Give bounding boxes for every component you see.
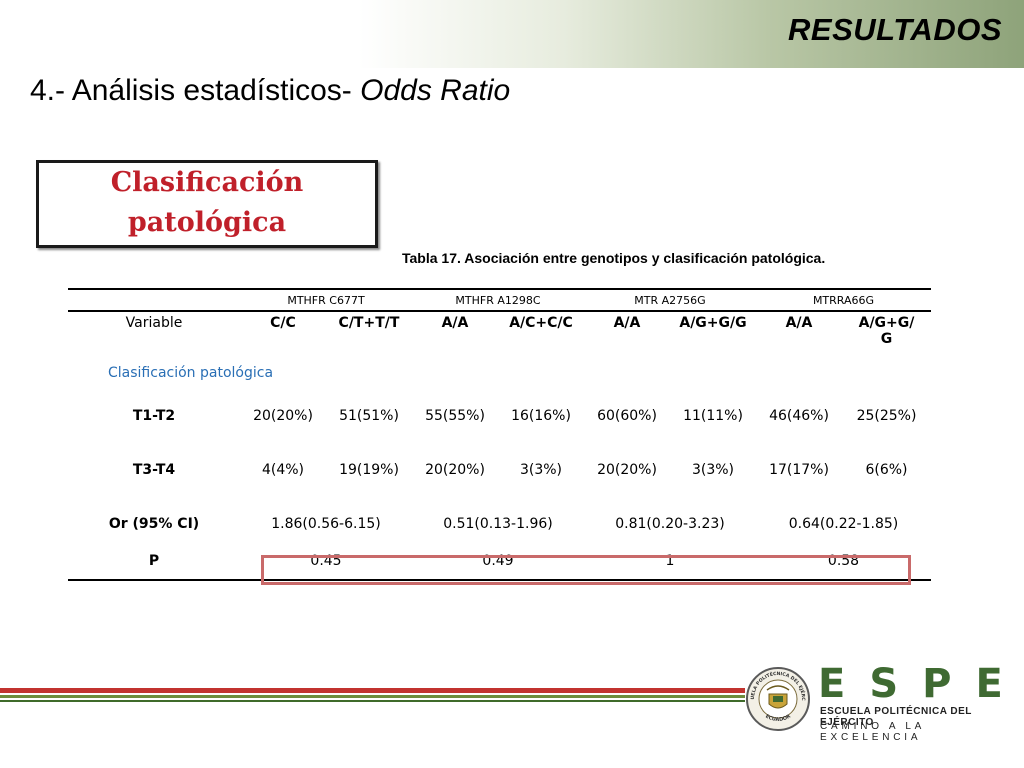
table-cell: 16(16%) <box>511 408 571 424</box>
odds-ratio-value: 0.51(0.13-1.96) <box>443 516 553 532</box>
table-cell: 20(20%) <box>425 462 485 478</box>
column-header-row: Variable C/C C/T+T/T A/A A/C+C/C A/A A/G… <box>68 311 931 365</box>
table-cell: 17(17%) <box>769 462 829 478</box>
institution-motto: CAMINO A LA EXCELENCIA <box>820 721 925 743</box>
institution-name: ESCUELA POLITÉCNICA DEL EJÉRCITO <box>820 706 972 728</box>
section-label: Clasificación patológica <box>108 365 274 381</box>
column-header: A/G+G/G <box>679 315 747 331</box>
row-label: T3-T4 <box>132 462 176 478</box>
odds-ratio-value: 0.64(0.22-1.85) <box>788 516 899 532</box>
row-label: Or (95% CI) <box>108 516 200 532</box>
table-cell: 3(3%) <box>519 462 563 478</box>
row-label: T1-T2 <box>132 408 176 424</box>
column-header: C/T+T/T <box>338 315 400 331</box>
column-header-last-line2: G <box>880 331 893 347</box>
odds-ratio-value: 0.81(0.20-3.23) <box>615 516 725 532</box>
footer-stripes <box>0 688 745 704</box>
row-label: P <box>68 551 240 581</box>
footer-stripe-red <box>0 688 745 693</box>
table-cell: 20(20%) <box>597 462 657 478</box>
table-cell: 6(6%) <box>865 462 908 478</box>
p-value-highlight-box <box>261 555 911 585</box>
column-header: A/C+C/C <box>509 315 573 331</box>
gene-header: MTR A2756G <box>584 288 756 312</box>
callout-line-1: Clasificación <box>110 167 304 198</box>
column-header: A/A <box>613 315 641 331</box>
callout-box: Clasificación patológica <box>36 160 378 248</box>
table-cell: 20(20%) <box>253 408 313 424</box>
odds-ratio-row: Or (95% CI) 1.86(0.56-6.15) 0.51(0.13-1.… <box>68 497 931 551</box>
table-cell: 3(3%) <box>691 462 735 478</box>
gene-header-row: MTHFR C677T MTHFR A1298C MTR A2756G MTRR… <box>68 288 931 312</box>
table-row: T1-T2 20(20%) 51(51%) 55(55%) 16(16%) 60… <box>68 389 931 443</box>
header-band <box>0 0 1024 68</box>
table-row: T3-T4 4(4%) 19(19%) 20(20%) 3(3%) 20(20%… <box>68 443 931 497</box>
espe-logo: ESPE <box>818 661 1024 707</box>
footer-stripe-dark-green <box>0 700 745 702</box>
table-cell: 46(46%) <box>769 408 829 424</box>
slide-title-italic: Odds Ratio <box>360 74 511 107</box>
gene-header-empty <box>68 288 240 312</box>
variable-header: Variable <box>125 315 183 331</box>
table-cell: 25(25%) <box>856 408 917 424</box>
column-header-last: A/G+G/G <box>842 311 931 365</box>
slide-title-main: 4.- Análisis estadísticos- <box>30 74 361 107</box>
column-header-last-line1: A/G+G/ <box>858 315 915 331</box>
section-title: RESULTADOS <box>788 12 1002 47</box>
gene-header: MTHFR A1298C <box>412 288 584 312</box>
institution-seal-icon: ESCUELA POLITÉCNICA DEL EJÉRCITO ECUADOR <box>745 666 810 731</box>
seal-text-bottom: ECUADOR <box>764 713 792 723</box>
table-cell: 4(4%) <box>261 462 305 478</box>
column-header: A/A <box>785 315 813 331</box>
column-header: A/A <box>441 315 469 331</box>
table-cell: 19(19%) <box>339 462 399 478</box>
slide-title: 4.- Análisis estadísticos- Odds Ratio <box>30 74 510 108</box>
footer-stripe-green <box>0 695 745 698</box>
table-cell: 51(51%) <box>339 408 399 424</box>
callout-line-2: patológica <box>127 207 287 238</box>
section-row: Clasificación patológica <box>68 365 931 389</box>
column-header: C/C <box>270 315 296 331</box>
odds-ratio-value: 1.86(0.56-6.15) <box>271 516 381 532</box>
table-caption: Tabla 17. Asociación entre genotipos y c… <box>402 250 826 266</box>
table-cell: 11(11%) <box>683 408 743 424</box>
table-cell: 55(55%) <box>425 408 485 424</box>
results-table: MTHFR C677T MTHFR A1298C MTR A2756G MTRR… <box>68 288 931 581</box>
gene-header: MTRRA66G <box>756 288 931 312</box>
table-cell: 60(60%) <box>597 408 657 424</box>
gene-header: MTHFR C677T <box>240 288 412 312</box>
